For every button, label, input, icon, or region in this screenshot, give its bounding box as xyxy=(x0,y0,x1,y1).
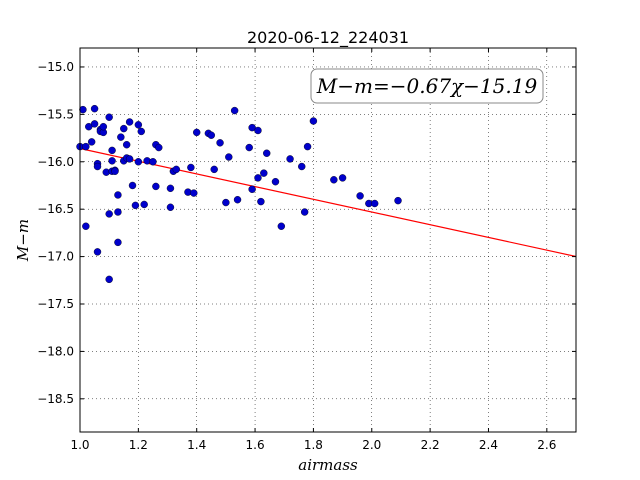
data-point xyxy=(298,162,306,171)
data-point xyxy=(131,201,140,210)
x-tick-label: 1.2 xyxy=(129,438,148,452)
data-point xyxy=(90,120,99,128)
fit-annotation: M−m=−0.67χ−15.19 xyxy=(310,68,544,104)
data-point xyxy=(166,203,175,211)
data-point xyxy=(233,196,242,204)
data-point xyxy=(271,177,280,186)
data-point xyxy=(111,167,119,175)
chart-title: 2020-06-12_224031 xyxy=(247,28,409,48)
data-point xyxy=(108,157,116,165)
data-point xyxy=(99,122,108,131)
data-point xyxy=(207,131,215,139)
data-point xyxy=(155,143,163,152)
x-tick-label: 2.2 xyxy=(421,438,440,452)
data-point xyxy=(260,169,268,177)
data-point xyxy=(303,142,312,151)
data-point xyxy=(105,275,113,284)
data-point xyxy=(117,133,125,141)
data-point xyxy=(370,199,379,208)
y-tick-label: −15.5 xyxy=(37,107,74,121)
data-point xyxy=(216,139,224,147)
data-point xyxy=(166,184,175,193)
data-point xyxy=(120,124,128,133)
data-point xyxy=(394,196,402,205)
data-point xyxy=(338,174,347,182)
data-point xyxy=(82,142,90,151)
data-point xyxy=(93,162,102,171)
y-tick-label: −16.5 xyxy=(37,202,74,216)
data-point xyxy=(79,105,87,114)
data-point xyxy=(82,222,90,230)
data-point xyxy=(309,117,318,125)
axis-ticks: 1.0 1.2 1.4 1.6 1.8 2.0 2.2 2.4 2.6 −15.0 −15.5 −16… xyxy=(37,48,576,452)
plot-area xyxy=(79,47,577,433)
data-point xyxy=(137,127,145,136)
fit-line xyxy=(79,147,577,258)
data-point xyxy=(187,163,195,172)
data-point xyxy=(125,118,134,126)
data-point xyxy=(254,126,262,135)
data-point xyxy=(222,198,230,207)
x-tick-label: 1.4 xyxy=(187,438,206,452)
annotation-text: M−m=−0.67χ−15.19 xyxy=(316,74,538,98)
data-point xyxy=(134,158,143,166)
data-point xyxy=(172,165,180,174)
data-point xyxy=(210,165,218,174)
y-axis-label: M−m xyxy=(14,219,32,262)
data-point xyxy=(105,113,113,121)
data-point xyxy=(277,222,286,230)
x-tick-label: 2.4 xyxy=(479,438,498,452)
data-point xyxy=(93,248,102,256)
data-point xyxy=(356,192,364,200)
annotation-box xyxy=(310,68,544,104)
data-point xyxy=(125,155,134,163)
data-point xyxy=(108,146,116,155)
data-point xyxy=(114,191,122,199)
y-tick-label: −17.5 xyxy=(37,297,74,311)
fit-line-group xyxy=(79,147,577,258)
x-tick-label: 2.6 xyxy=(537,438,556,452)
data-point xyxy=(128,181,137,190)
data-point xyxy=(114,238,122,247)
y-tick-label: −15.0 xyxy=(37,60,74,74)
data-point xyxy=(248,185,256,193)
y-tick-label: −18.5 xyxy=(37,392,74,406)
data-point xyxy=(149,158,157,166)
data-point xyxy=(263,149,271,157)
data-point xyxy=(140,200,148,209)
data-points xyxy=(76,104,402,284)
data-point xyxy=(134,121,143,129)
data-point xyxy=(254,174,262,182)
grid xyxy=(79,48,576,432)
data-point xyxy=(122,141,131,149)
y-tick-label: −17.0 xyxy=(37,250,74,264)
data-point xyxy=(87,138,96,146)
data-point xyxy=(286,155,294,163)
x-tick-label: 1.0 xyxy=(70,438,89,452)
data-point xyxy=(225,153,233,161)
y-tick-label: −16.0 xyxy=(37,155,74,169)
data-point xyxy=(152,182,160,191)
x-tick-label: 1.6 xyxy=(246,438,265,452)
data-point xyxy=(190,189,198,197)
data-point xyxy=(230,106,239,115)
data-point xyxy=(330,176,338,184)
y-tick-label: −18.0 xyxy=(37,344,74,358)
x-tick-label: 2.0 xyxy=(362,438,381,452)
data-point xyxy=(257,197,265,206)
data-point xyxy=(300,208,309,216)
x-axis-label: airmass xyxy=(298,456,358,474)
data-point xyxy=(193,128,201,137)
data-point xyxy=(90,104,99,113)
x-tick-label: 1.8 xyxy=(304,438,323,452)
data-point xyxy=(114,208,122,216)
data-point xyxy=(245,143,253,152)
data-point xyxy=(105,210,113,218)
